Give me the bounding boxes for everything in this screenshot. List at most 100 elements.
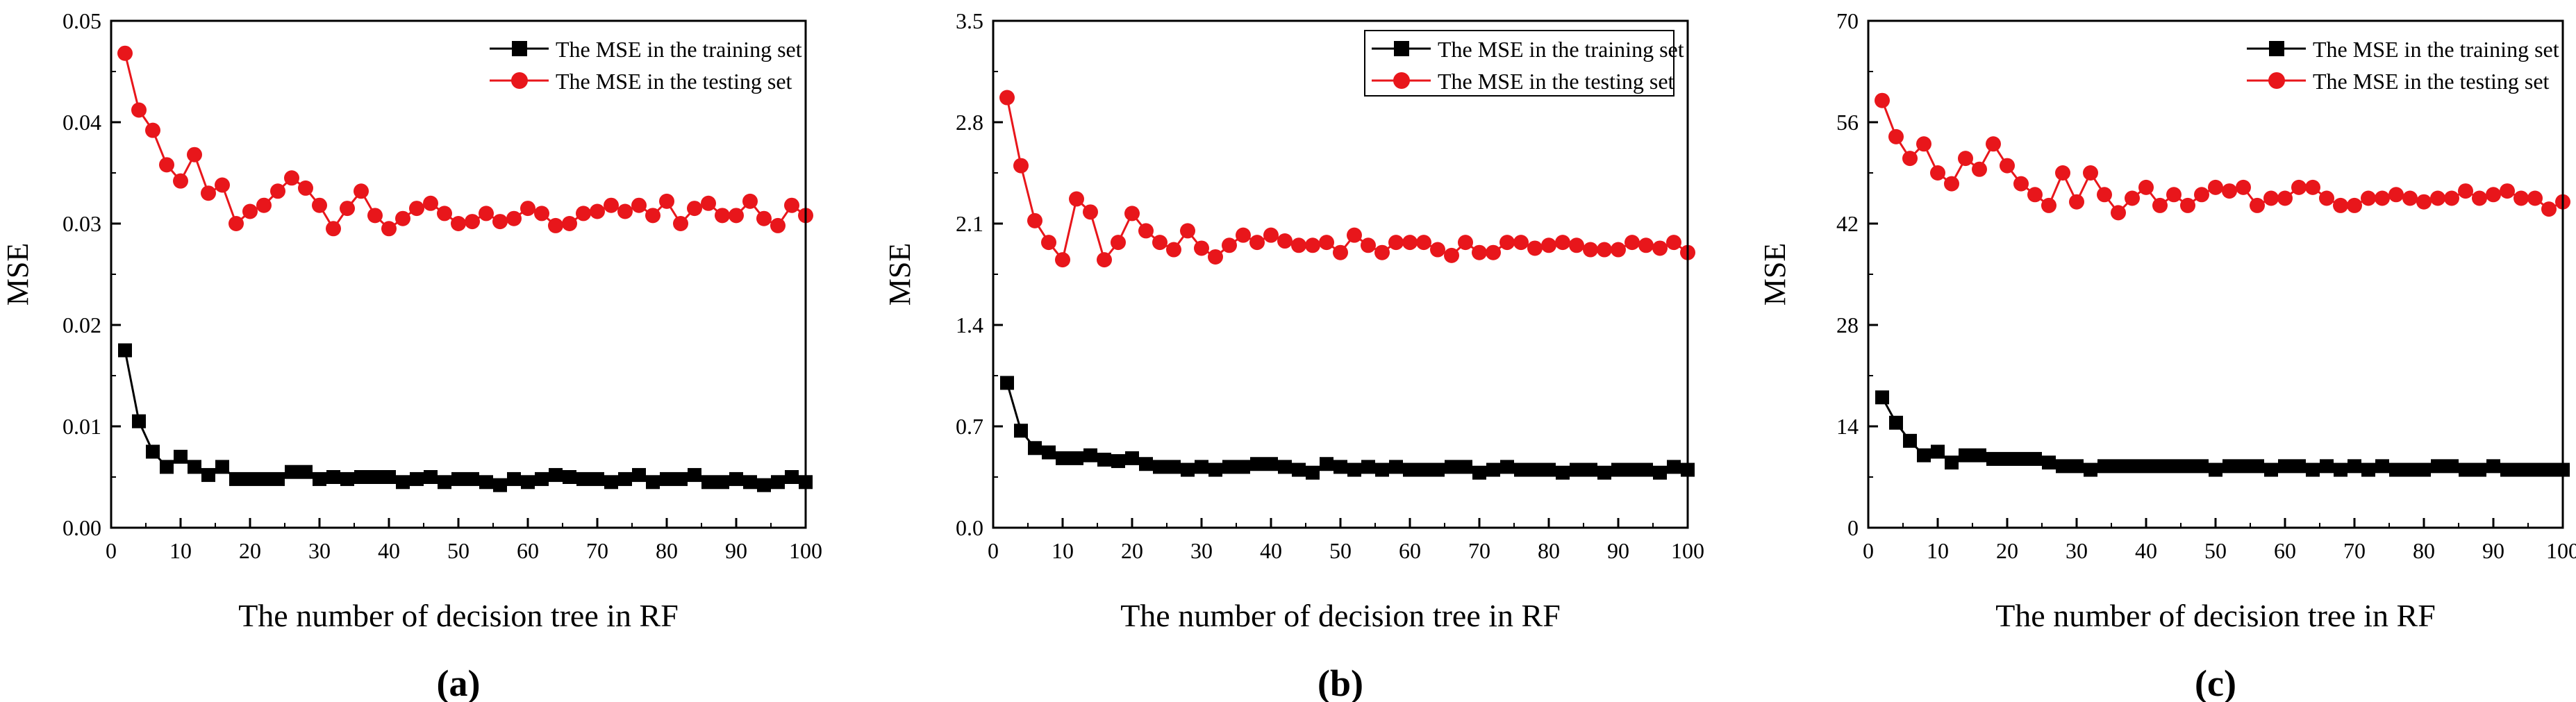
- data-point-training: [1459, 460, 1472, 474]
- data-point-testing: [2458, 183, 2473, 199]
- data-point-training: [2209, 462, 2222, 477]
- data-point-testing: [520, 201, 535, 217]
- data-point-training: [1333, 460, 1347, 474]
- data-point-training: [118, 343, 132, 358]
- data-point-training: [2375, 459, 2389, 474]
- data-point-testing: [1875, 92, 1890, 108]
- data-point-training: [1653, 465, 1667, 480]
- data-point-training: [2278, 459, 2292, 474]
- x-tick-label: 50: [2204, 538, 2227, 563]
- data-series: [117, 45, 813, 492]
- data-point-training: [271, 471, 285, 486]
- data-point-training: [2334, 462, 2348, 477]
- x-tick-label: 30: [1190, 538, 1213, 563]
- data-point-testing: [1055, 252, 1070, 268]
- data-point-training: [1500, 460, 1514, 474]
- data-point-testing: [1208, 249, 1223, 265]
- data-point-training: [2445, 459, 2459, 474]
- data-point-testing: [326, 221, 341, 237]
- legend-label-training: The MSE in the training set: [1438, 37, 1684, 62]
- data-point-testing: [2277, 190, 2293, 206]
- data-point-training: [1292, 462, 1306, 477]
- data-point-training: [465, 471, 479, 486]
- data-point-training: [701, 475, 715, 490]
- data-series: [999, 90, 1695, 480]
- data-point-training: [688, 468, 701, 483]
- data-point-testing: [145, 122, 160, 138]
- data-point-training: [1278, 460, 1292, 474]
- data-point-training: [618, 471, 632, 486]
- data-point-training: [715, 475, 729, 490]
- data-point-testing: [1499, 235, 1515, 251]
- data-point-testing: [1305, 237, 1320, 253]
- data-point-training: [2250, 459, 2264, 474]
- data-point-testing: [2069, 194, 2084, 210]
- data-point-testing: [1986, 136, 2001, 152]
- data-point-testing: [1486, 244, 1501, 260]
- data-point-training: [1000, 376, 1014, 390]
- legend: The MSE in the training set The MSE in t…: [2247, 37, 2559, 94]
- x-tick-label: 70: [586, 538, 608, 563]
- x-tick-label: 30: [2066, 538, 2088, 563]
- data-point-testing: [173, 173, 188, 189]
- legend-label-training: The MSE in the training set: [2313, 37, 2559, 62]
- data-point-testing: [367, 208, 383, 224]
- data-point-testing: [2180, 197, 2195, 213]
- legend: The MSE in the training set The MSE in t…: [1364, 30, 1684, 97]
- data-point-testing: [1513, 235, 1529, 251]
- data-point-testing: [2083, 165, 2098, 181]
- data-point-testing: [1347, 227, 1362, 243]
- data-point-testing: [1180, 223, 1195, 239]
- data-point-testing: [1333, 244, 1348, 260]
- panel-label: (a): [437, 662, 481, 702]
- data-point-testing: [2527, 190, 2543, 206]
- data-point-training: [590, 471, 604, 486]
- data-point-testing: [1236, 227, 1251, 243]
- data-point-training: [1639, 462, 1653, 477]
- data-point-training: [160, 460, 174, 474]
- data-point-training: [771, 475, 785, 490]
- data-point-testing: [1222, 237, 1237, 253]
- data-point-training: [1486, 462, 1500, 477]
- data-point-training: [1431, 462, 1445, 477]
- data-point-testing: [604, 197, 619, 213]
- data-point-testing: [1402, 235, 1418, 251]
- x-tick-label: 0: [106, 538, 117, 563]
- legend-label-testing: The MSE in the testing set: [1438, 69, 1675, 94]
- data-point-testing: [312, 197, 327, 213]
- data-point-training: [1889, 415, 1903, 430]
- y-tick-label: 3.5: [956, 8, 983, 33]
- data-point-testing: [2444, 190, 2459, 206]
- data-point-training: [1111, 454, 1125, 469]
- axis-ticks: 0 10 20 30 40 50 60 70 80 90 100 0.00 0.01 0.02 0.03 0.…: [63, 8, 822, 563]
- data-point-training: [285, 465, 299, 479]
- data-point-training: [521, 475, 535, 490]
- y-tick-label: 56: [1836, 110, 1859, 135]
- legend-marker-testing: [2268, 72, 2285, 89]
- data-point-testing: [715, 208, 730, 224]
- data-point-testing: [2541, 201, 2557, 217]
- y-tick-label: 70: [1836, 8, 1859, 33]
- data-point-testing: [1972, 161, 1987, 177]
- data-point-testing: [354, 183, 369, 199]
- data-point-testing: [1638, 237, 1654, 253]
- data-point-training: [382, 470, 396, 484]
- data-point-training: [1125, 451, 1139, 465]
- legend-label-training: The MSE in the training set: [556, 37, 802, 62]
- data-point-training: [1181, 462, 1195, 477]
- data-point-testing: [1388, 235, 1404, 251]
- x-tick-label: 60: [1399, 538, 1421, 563]
- legend-box: [1364, 30, 1675, 97]
- x-tick-label: 80: [2413, 538, 2435, 563]
- data-point-training: [188, 460, 201, 474]
- data-point-testing: [2055, 165, 2070, 181]
- data-point-training: [2306, 462, 2320, 477]
- data-point-testing: [1652, 240, 1668, 256]
- data-point-training: [479, 475, 493, 490]
- data-point-training: [1445, 460, 1459, 474]
- data-point-testing: [284, 170, 299, 186]
- data-point-testing: [1138, 223, 1154, 239]
- y-axis-label: MSE: [1, 243, 35, 306]
- data-point-testing: [2388, 187, 2404, 203]
- data-point-testing: [492, 214, 508, 230]
